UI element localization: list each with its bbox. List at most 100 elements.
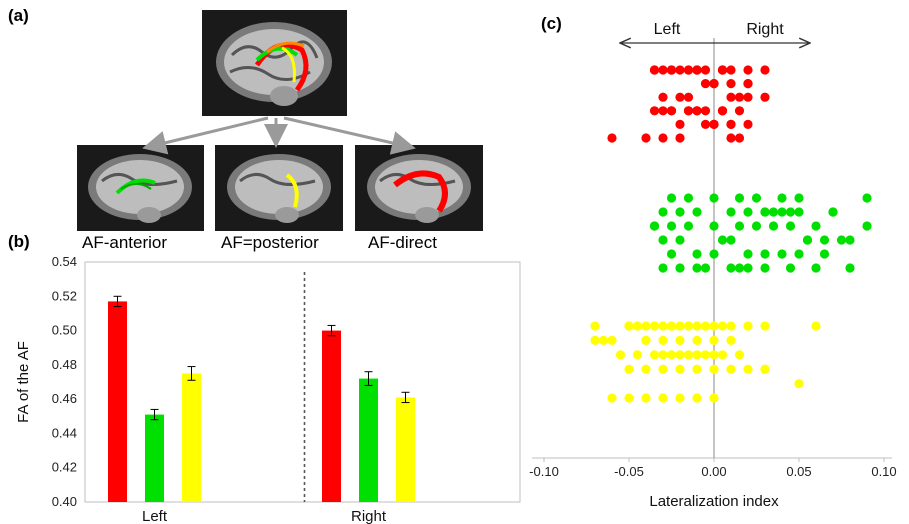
scatter-point-green — [709, 193, 719, 203]
bar-left-0 — [108, 301, 127, 502]
scatter-point-yellow — [658, 321, 668, 331]
x-tick-label: 0.05 — [786, 464, 811, 479]
scatter-point-yellow — [709, 321, 719, 331]
right-direction-label: Right — [746, 21, 784, 38]
scatter-point-green — [777, 207, 787, 217]
scatter-point-yellow — [726, 335, 736, 345]
scatter-point-red — [743, 119, 753, 129]
scatter-point-yellow — [675, 350, 685, 360]
scatter-point-red — [700, 65, 711, 75]
scatter-point-green — [734, 221, 745, 231]
scatter-point-yellow — [641, 321, 651, 331]
scatter-point-red — [683, 92, 694, 102]
scatter-point-red — [675, 65, 685, 75]
caption-af-direct: AF-direct — [368, 233, 437, 252]
scatter-point-green — [794, 193, 804, 203]
scatter-point-green — [734, 193, 745, 203]
scatter-point-green — [726, 235, 736, 245]
x-tick-label: 0.10 — [871, 464, 896, 479]
scatter-point-green — [726, 207, 736, 217]
scatter-point-yellow — [811, 321, 821, 331]
bar-right-0 — [322, 330, 341, 502]
scatter-point-red — [692, 106, 702, 116]
scatter-point-green — [836, 235, 847, 245]
scatter-point-red — [675, 119, 685, 129]
scatter-point-red — [760, 65, 770, 75]
scatter-point-yellow — [709, 350, 719, 360]
scatter-point-yellow — [624, 364, 634, 374]
scatter-point-red — [683, 65, 694, 75]
panel-label-c: (c) — [541, 14, 562, 33]
scatter-point-green — [717, 235, 728, 245]
scatter-point-red — [717, 106, 728, 116]
scatter-point-yellow — [700, 350, 711, 360]
scatter-point-yellow — [734, 350, 745, 360]
scatter-point-red — [675, 92, 685, 102]
scatter-point-yellow — [641, 364, 651, 374]
scatter-point-red — [709, 79, 719, 89]
x-tick-label: -0.10 — [529, 464, 559, 479]
scatter-point-green — [862, 221, 872, 231]
scatter-point-green — [768, 207, 779, 217]
scatter-point-green — [726, 263, 736, 273]
brain-image-anterior — [77, 145, 204, 231]
brain-combined-drawing — [216, 22, 332, 106]
scatter-point-red — [658, 106, 668, 116]
scatter-point-red — [726, 92, 736, 102]
brain-image-posterior — [215, 145, 343, 231]
scatter-point-yellow — [675, 321, 685, 331]
x-axis-label: Lateralization index — [649, 493, 779, 510]
scatter-point-green — [649, 221, 660, 231]
scatter-point-red — [726, 119, 736, 129]
x-tick-label: -0.05 — [614, 464, 644, 479]
scatter-point-yellow — [709, 393, 719, 403]
scatter-point-green — [819, 249, 830, 259]
bar-right-1 — [359, 378, 378, 502]
scatter-point-green — [675, 263, 685, 273]
scatter-point-green — [785, 207, 796, 217]
scatter-point-red — [649, 65, 660, 75]
scatter-point-red — [700, 119, 711, 129]
scatter-point-green — [862, 193, 872, 203]
scatter-point-red — [709, 119, 719, 129]
scatter-point-red — [658, 65, 668, 75]
scatter-point-yellow — [743, 321, 753, 331]
scatter-point-yellow — [700, 321, 711, 331]
panel-label-a: (a) — [8, 6, 29, 25]
scatter-point-yellow — [641, 335, 651, 345]
scatter-point-yellow — [717, 350, 728, 360]
scatter-point-yellow — [683, 321, 694, 331]
scatter-point-red — [717, 65, 728, 75]
scatter-point-red — [666, 65, 677, 75]
scatter-point-yellow — [658, 350, 668, 360]
scatter-point-yellow — [743, 364, 753, 374]
scatter-point-yellow — [607, 393, 617, 403]
y-tick-label: 0.44 — [52, 425, 77, 440]
scatter-point-red — [726, 65, 736, 75]
left-direction-label: Left — [654, 21, 681, 38]
scatter-point-red — [658, 92, 668, 102]
scatter-point-red — [692, 65, 702, 75]
scatter-point-green — [802, 235, 813, 245]
scatter-point-green — [692, 207, 702, 217]
scatter-point-yellow — [675, 393, 685, 403]
scatter-point-green — [794, 249, 804, 259]
scatter-point-green — [751, 193, 762, 203]
scatter-point-green — [811, 221, 821, 231]
scatter-point-green — [777, 249, 787, 259]
scatter-point-yellow — [641, 393, 651, 403]
bar-left-1 — [145, 414, 164, 502]
scatter-point-yellow — [624, 321, 634, 331]
scatter-point-red — [641, 133, 651, 143]
y-tick-label: 0.42 — [52, 460, 77, 475]
scatter-point-green — [709, 249, 719, 259]
scatter-point-green — [819, 235, 830, 245]
scatter-point-green — [760, 249, 770, 259]
scatter-point-red — [607, 133, 617, 143]
y-tick-label: 0.48 — [52, 357, 77, 372]
scatter-point-green — [666, 249, 677, 259]
scatter-point-red — [743, 79, 753, 89]
bar-plot-frame — [84, 261, 521, 503]
scatter-point-green — [760, 263, 770, 273]
